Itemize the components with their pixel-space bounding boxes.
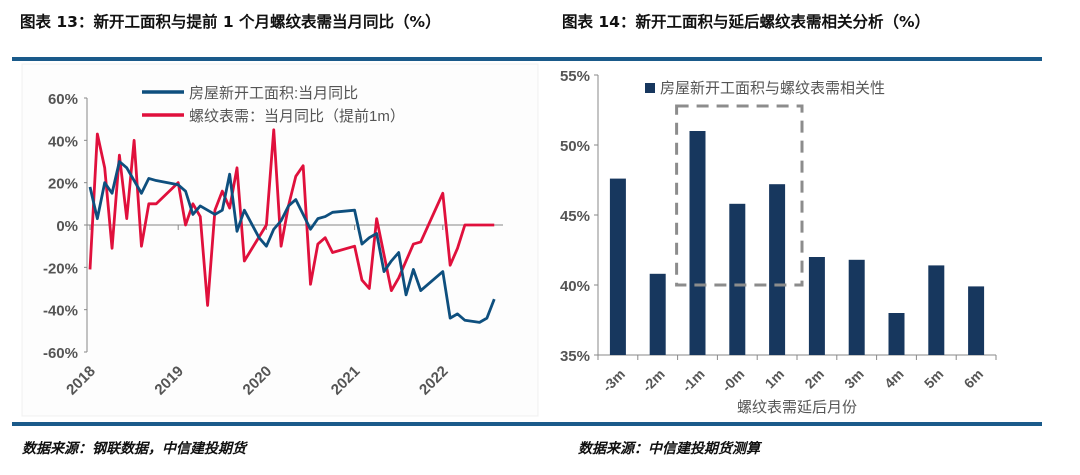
legend-label-1: 螺纹表需：当月同比（提前1m） xyxy=(189,108,405,125)
y-tick-label: 60% xyxy=(48,91,78,108)
legend-label: 房屋新开工面积与螺纹表需相关性 xyxy=(660,80,885,97)
bar-3m xyxy=(848,259,865,355)
y-tick-label: 35% xyxy=(560,348,590,365)
y-tick-label: -20% xyxy=(43,260,78,277)
bottom-rule xyxy=(12,422,1042,426)
legend-swatch xyxy=(645,83,655,93)
y-tick-label: 50% xyxy=(560,138,590,155)
bar-1m xyxy=(769,184,786,355)
top-rule xyxy=(12,57,1042,61)
bar-5m xyxy=(928,265,945,355)
bar-6m xyxy=(968,286,985,355)
bar--2m xyxy=(649,273,666,355)
y-tick-label: 40% xyxy=(48,133,78,150)
highlight-box xyxy=(675,104,804,287)
y-tick-label: 20% xyxy=(48,176,78,193)
y-tick-label: 40% xyxy=(560,278,590,295)
y-tick-label: 55% xyxy=(560,68,590,85)
y-tick-label: -60% xyxy=(43,345,78,362)
right-panel xyxy=(560,64,1048,416)
left-source: 数据来源：钢联数据，中信建投期货 xyxy=(22,441,246,457)
bar--1m xyxy=(689,131,706,355)
y-tick-label: 45% xyxy=(560,208,590,225)
y-tick-label: 0% xyxy=(56,218,78,235)
y-tick-label: -40% xyxy=(43,303,78,320)
legend-label-0: 房屋新开工面积:当月同比 xyxy=(189,85,358,102)
bar--3m xyxy=(609,178,626,355)
bar--0m xyxy=(729,203,746,355)
right-chart-title: 图表 14：新开工面积与延后螺纹表需相关分析（%） xyxy=(562,13,930,31)
bar-4m xyxy=(888,313,905,355)
right-source: 数据来源：中信建投期货测算 xyxy=(578,441,760,457)
left-chart-title: 图表 13：新开工面积与提前 1 个月螺纹表需当月同比（%） xyxy=(20,13,441,31)
series-line-0 xyxy=(88,160,496,324)
x-axis-label: 螺纹表需延后月份 xyxy=(737,399,857,416)
bar-2m xyxy=(808,257,825,355)
